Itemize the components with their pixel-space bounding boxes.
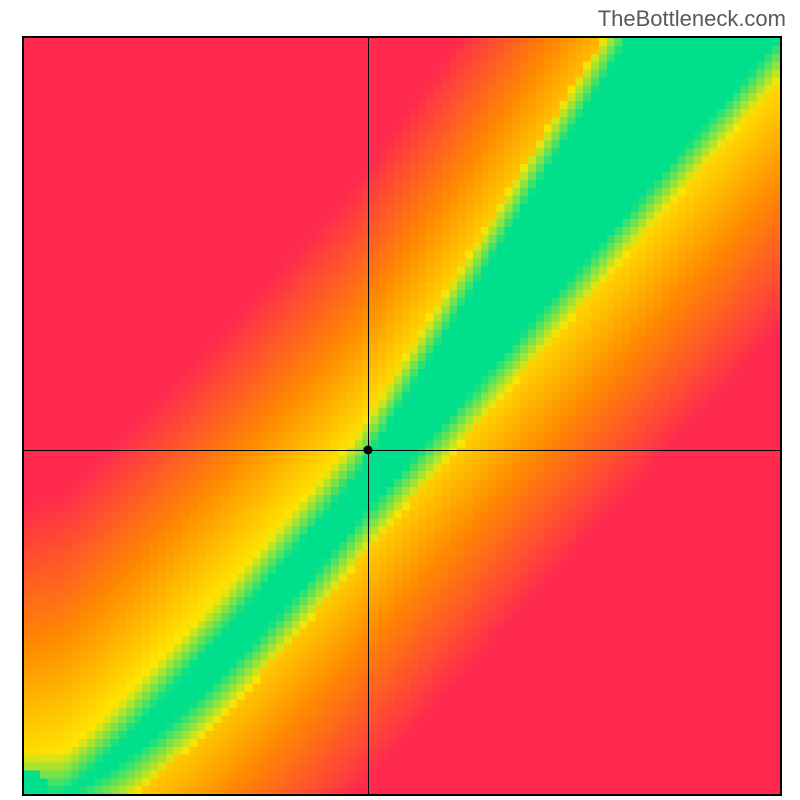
- watermark-text: TheBottleneck.com: [598, 6, 786, 32]
- crosshair-horizontal: [24, 450, 780, 451]
- heatmap-canvas: [24, 38, 780, 794]
- heatmap-plot: [22, 36, 782, 796]
- data-point-marker: [363, 446, 372, 455]
- crosshair-vertical: [368, 38, 369, 794]
